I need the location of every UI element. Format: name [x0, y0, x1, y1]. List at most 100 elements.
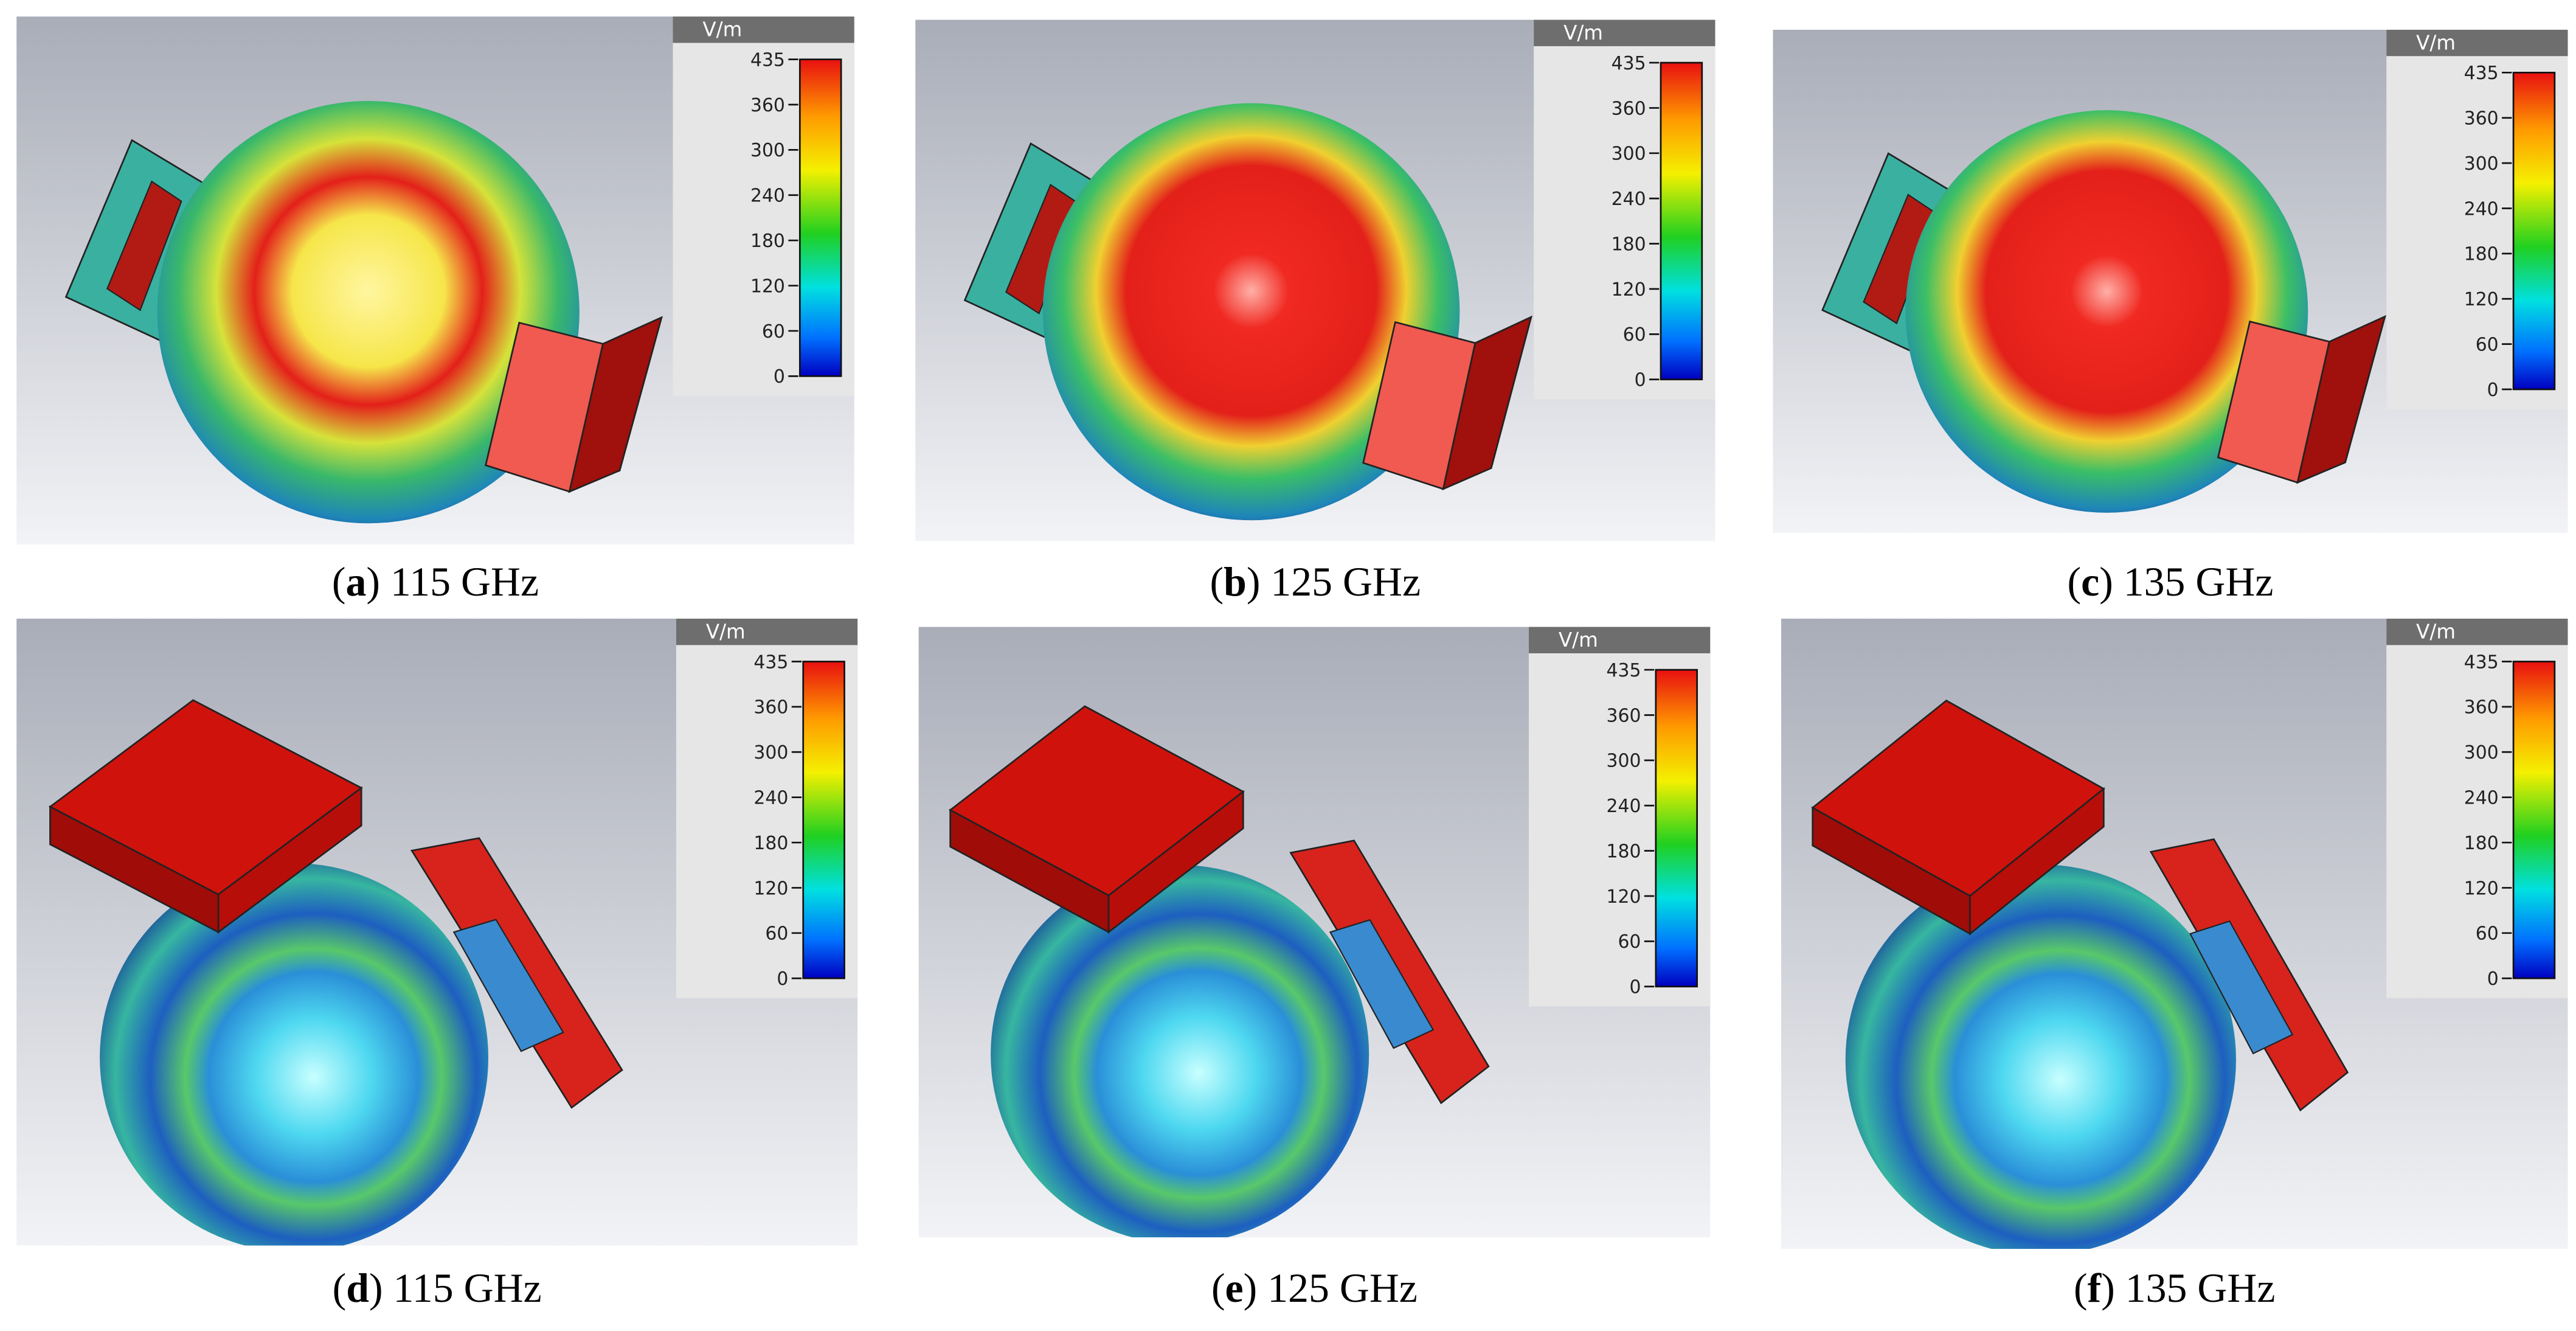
lens-window — [452, 919, 564, 1052]
horn-side — [568, 316, 663, 493]
sphere — [991, 864, 1369, 1237]
colorbar-tick-label: 180 — [753, 833, 788, 854]
colorbar-tick-label: 0 — [2487, 968, 2499, 990]
legend-unit: V/m — [2416, 31, 2456, 54]
colorbar — [2512, 71, 2556, 391]
legend-unit: V/m — [2416, 620, 2456, 644]
colorbar — [798, 58, 842, 377]
legend-header — [1529, 627, 1711, 653]
colorbar-tick-label: 180 — [2464, 833, 2499, 854]
colorbar-tick-label: 360 — [1612, 98, 1646, 119]
colorbar-tick-label: 300 — [750, 140, 785, 161]
field-panel: V/m 435 360 300 240 180 120 60 0 — [918, 627, 1711, 1237]
colorbar-tick-label: 60 — [1618, 931, 1641, 953]
colorbar-tick-label: 120 — [2464, 878, 2499, 899]
scene: V/m 435 360 300 240 180 120 60 0 — [16, 16, 854, 544]
colorbar-tick-label: 0 — [2487, 380, 2499, 401]
field-panel: V/m 435 360 300 240 180 120 60 0 — [915, 19, 1716, 541]
colorbar-tick-label: 300 — [1607, 751, 1641, 772]
field-panel: V/m 435 360 300 240 180 120 60 0 — [1773, 29, 2568, 533]
colorbar-tick-label: 0 — [774, 366, 785, 387]
horn-front — [1107, 790, 1244, 934]
horn-front — [217, 786, 362, 934]
colorbar-tick-label: 435 — [1607, 660, 1641, 681]
colorbar-tick-label: 360 — [753, 697, 788, 718]
colorbar-tick-label: 300 — [1612, 144, 1646, 165]
colorbar-tick-label: 240 — [1612, 189, 1646, 210]
caption-letter: b — [1224, 561, 1247, 606]
sphere — [1905, 110, 2308, 513]
colorbar-tick-label: 240 — [753, 788, 788, 809]
legend-header — [2386, 618, 2568, 645]
legend-unit: V/m — [706, 620, 746, 644]
sphere — [157, 100, 580, 524]
colorbar-tick-label: 435 — [2464, 652, 2499, 673]
caption-close: ) — [366, 561, 380, 606]
caption: (d) 115 GHz — [16, 1267, 857, 1313]
caption-letter: c — [2081, 561, 2100, 606]
colorbar-tick-label: 60 — [1623, 324, 1646, 346]
horn-side — [1442, 315, 1533, 491]
caption: (e) 125 GHz — [919, 1267, 1711, 1313]
colorbar-tick-label: 180 — [1612, 234, 1646, 255]
colorbar-tick-label: 120 — [1607, 886, 1641, 908]
colorbar-tick-label: 120 — [750, 276, 785, 297]
colorbar-tick-label: 435 — [2464, 63, 2499, 84]
legend-header — [2386, 29, 2568, 57]
legend-header — [673, 16, 854, 43]
colorbar — [1655, 669, 1698, 988]
caption-letter: f — [2087, 1267, 2102, 1312]
colorbar-tick-label: 60 — [2476, 923, 2499, 945]
scene: V/m 435 360 300 240 180 120 60 0 — [1781, 618, 2568, 1249]
colorbar-tick-label: 300 — [2464, 742, 2499, 763]
caption-close: ) — [1243, 1267, 1258, 1312]
caption-frequency: 135 GHz — [2123, 561, 2274, 606]
caption-open: ( — [332, 1267, 347, 1312]
scene: V/m 435 360 300 240 180 120 60 0 — [16, 618, 858, 1246]
legend-header — [1534, 19, 1716, 46]
caption-open: ( — [331, 561, 346, 606]
caption-frequency: 135 GHz — [2125, 1267, 2276, 1312]
caption: (c) 135 GHz — [1773, 561, 2567, 607]
caption-close: ) — [369, 1267, 383, 1312]
caption-open: ( — [1211, 1267, 1225, 1312]
colorbar-tick-label: 240 — [1607, 796, 1641, 817]
colorbar-tick-label: 360 — [2464, 108, 2499, 130]
caption: (f) 135 GHz — [1781, 1267, 2568, 1313]
legend-unit: V/m — [1559, 628, 1598, 652]
caption-open: ( — [2074, 1267, 2088, 1312]
colorbar-tick-label: 60 — [2476, 334, 2499, 355]
colorbar-tick-label: 180 — [1607, 841, 1641, 862]
caption-frequency: 125 GHz — [1270, 561, 1421, 606]
scene: V/m 435 360 300 240 180 120 60 0 — [1773, 29, 2568, 533]
colorbar-tick-label: 180 — [750, 231, 785, 252]
colorbar-tick-label: 0 — [1629, 977, 1641, 998]
colorbar-tick-label: 360 — [1607, 705, 1641, 726]
scene: V/m 435 360 300 240 180 120 60 0 — [915, 19, 1716, 541]
sphere — [1845, 864, 2236, 1249]
caption-frequency: 115 GHz — [390, 561, 539, 606]
colorbar-tick-label: 0 — [777, 968, 788, 990]
caption-frequency: 125 GHz — [1267, 1267, 1418, 1312]
lens-window — [2189, 920, 2294, 1055]
colorbar — [1660, 61, 1703, 381]
lens-window — [1329, 919, 1435, 1049]
colorbar-tick-label: 60 — [762, 321, 785, 342]
horn-side — [2296, 315, 2386, 484]
sphere — [1042, 103, 1460, 521]
legend-unit: V/m — [1563, 21, 1603, 44]
colorbar-tick-label: 240 — [2464, 788, 2499, 809]
colorbar-tick-label: 435 — [750, 49, 785, 71]
colorbar-tick-label: 240 — [750, 186, 785, 207]
sphere — [100, 863, 488, 1246]
caption-letter: e — [1225, 1267, 1244, 1312]
horn-front — [1969, 787, 2105, 936]
colorbar-tick-label: 120 — [2464, 289, 2499, 310]
caption-open: ( — [2067, 561, 2082, 606]
colorbar-tick-label: 0 — [1635, 370, 1646, 391]
caption-close: ) — [2099, 561, 2113, 606]
caption: (b) 125 GHz — [915, 561, 1715, 607]
caption-frequency: 115 GHz — [393, 1267, 542, 1312]
caption-close: ) — [2101, 1267, 2115, 1312]
